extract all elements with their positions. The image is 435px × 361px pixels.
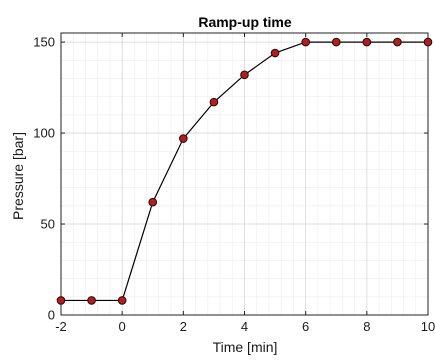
data-point — [423, 37, 433, 47]
data-point — [87, 296, 96, 305]
markers — [56, 37, 433, 305]
x-tick-label: -2 — [55, 319, 67, 334]
x-axis-label: Time [min] — [213, 339, 278, 355]
y-axis-label: Pressure [bar] — [10, 132, 26, 220]
y-tick-label: 100 — [33, 126, 55, 141]
data-point — [393, 37, 402, 47]
y-tick-label: 150 — [33, 35, 55, 50]
ticks — [60, 33, 429, 316]
data-point — [240, 70, 249, 80]
data-point — [270, 48, 280, 58]
x-tick-label: 10 — [421, 319, 435, 334]
chart-title: Ramp-up time — [198, 14, 292, 30]
x-tick-label: 8 — [363, 319, 370, 334]
x-tick-label: 4 — [241, 319, 248, 334]
data-point — [301, 37, 310, 47]
data-point — [117, 296, 127, 305]
x-tick-label: 2 — [180, 319, 187, 334]
x-tick-label: 0 — [119, 319, 126, 334]
data-point — [148, 197, 158, 207]
y-tick-label: 50 — [41, 217, 55, 232]
data-point — [179, 134, 188, 143]
data-point — [331, 37, 341, 47]
x-tick-label: 6 — [302, 319, 309, 334]
data-point — [56, 296, 66, 305]
data-point — [362, 37, 372, 47]
y-tick-label: 0 — [48, 308, 55, 323]
data-point — [209, 97, 219, 107]
